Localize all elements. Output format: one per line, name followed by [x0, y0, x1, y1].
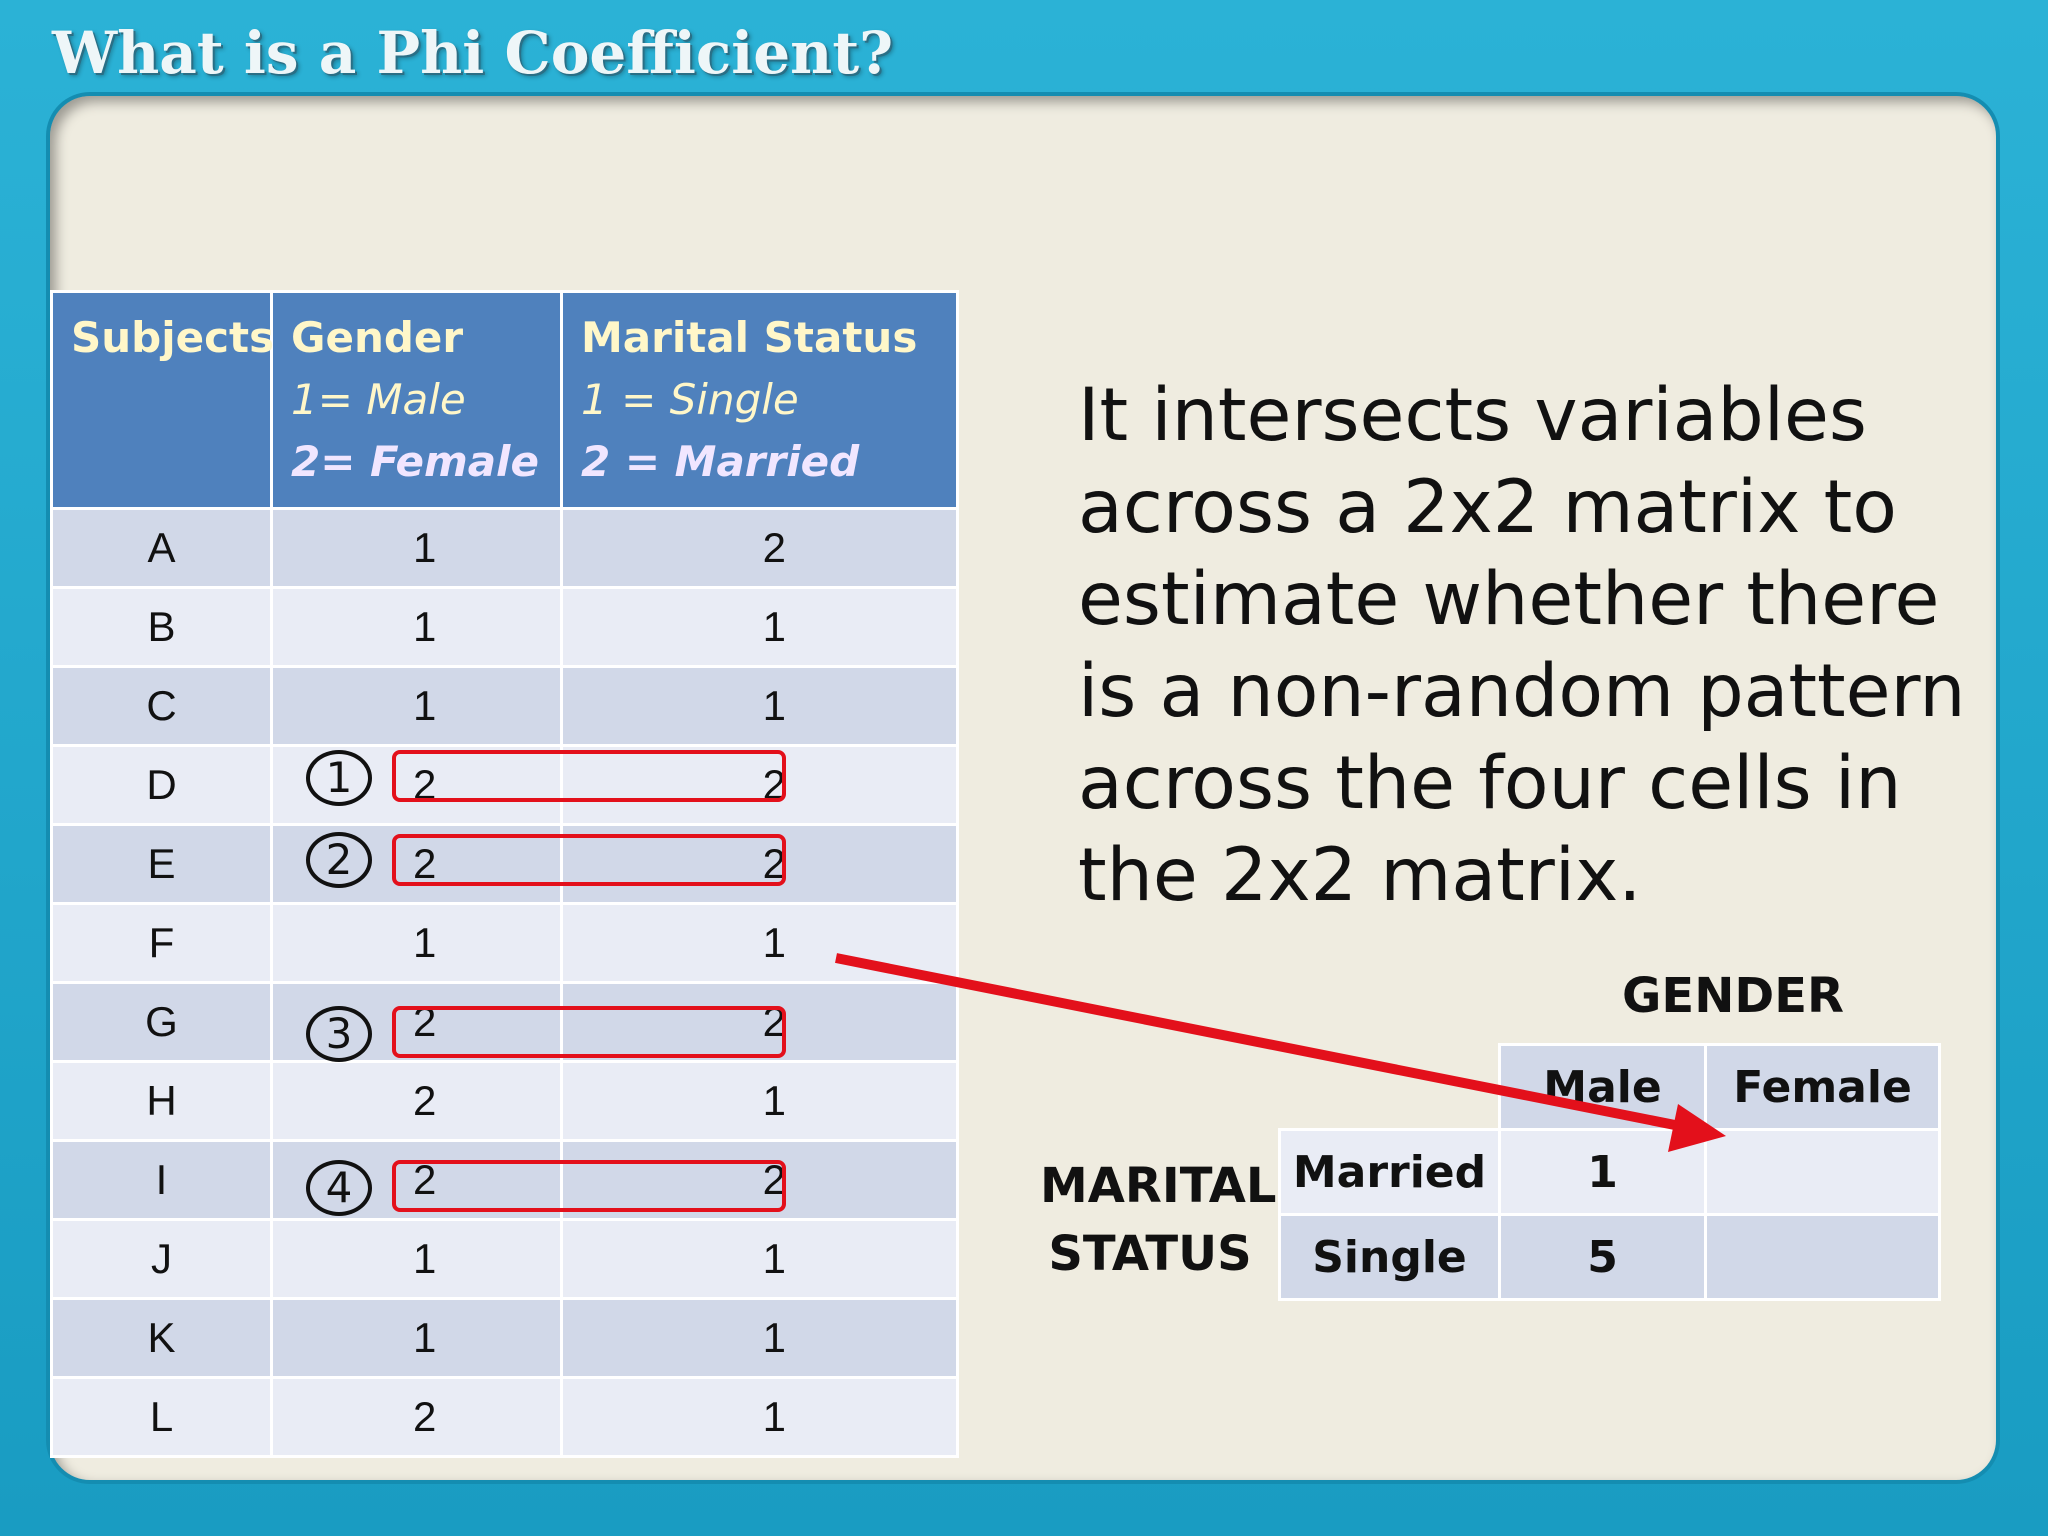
gender-code-male: 1= Male	[291, 375, 466, 424]
marital-status-cell: 1	[560, 1297, 959, 1379]
marital-status-cell: 1	[560, 1218, 959, 1300]
gender-cell: 2	[270, 1376, 563, 1458]
header-subjects: Subjects	[50, 290, 274, 510]
marker-circle-3: 3	[306, 1006, 372, 1062]
subject-cell: J	[50, 1218, 273, 1300]
contingency-matrix: Male Female Married 1 Single 5	[1278, 1043, 1941, 1301]
marital-status-cell: 2	[560, 1139, 959, 1221]
subject-cell: K	[50, 1297, 273, 1379]
marital-status-cell: 1	[560, 1060, 959, 1142]
marital-status-cell: 2	[560, 507, 959, 589]
matrix-col-male: Male	[1498, 1043, 1707, 1131]
subject-cell: A	[50, 507, 273, 589]
matrix-row-single: Single 5	[1278, 1213, 1941, 1301]
header-gender: Gender 1= Male 2= Female	[270, 290, 563, 510]
matrix-header-row: Male Female	[1280, 1043, 1941, 1131]
highlight-box-row-i	[392, 1160, 786, 1212]
gender-code-female: 2= Female	[291, 437, 539, 486]
subject-cell: I	[50, 1139, 273, 1221]
marker-circle-1: 1	[306, 750, 372, 806]
highlight-box-row-d	[392, 750, 786, 802]
highlight-box-row-e	[392, 834, 786, 886]
matrix-cell-single-female	[1704, 1213, 1941, 1301]
subject-cell: D	[50, 744, 273, 826]
gender-cell: 1	[270, 1218, 563, 1300]
marital-status-cell: 1	[560, 902, 959, 984]
subject-cell: H	[50, 1060, 273, 1142]
subject-cell: C	[50, 665, 273, 747]
gender-cell: 1	[270, 902, 563, 984]
highlight-box-row-g	[392, 1006, 786, 1058]
marital-code-married: 2 = Married	[581, 437, 860, 486]
matrix-row-label-married: Married	[1278, 1128, 1501, 1216]
subject-cell: G	[50, 981, 273, 1063]
matrix-col-female: Female	[1704, 1043, 1941, 1131]
header-marital-status: Marital Status 1 = Single 2 = Married	[560, 290, 959, 510]
matrix-gender-label: GENDER	[1622, 968, 1844, 1024]
marital-status-cell: 1	[560, 665, 959, 747]
matrix-cell-married-female	[1704, 1128, 1941, 1216]
matrix-row-label-single: Single	[1278, 1213, 1501, 1301]
subject-cell: L	[50, 1376, 273, 1458]
marker-circle-4: 4	[306, 1160, 372, 1216]
matrix-row-married: Married 1	[1278, 1128, 1941, 1216]
matrix-cell-single-male: 5	[1498, 1213, 1707, 1301]
gender-cell: 2	[270, 1060, 563, 1142]
explanation-text: It intersects variables across a 2x2 mat…	[1078, 373, 1966, 918]
matrix-cell-married-male: 1	[1498, 1128, 1707, 1216]
subject-cell: E	[50, 823, 273, 905]
data-table: Subjects Gender 1= Male 2= Female Marita…	[50, 290, 959, 1458]
subject-cell: F	[50, 902, 273, 984]
matrix-marital-status-label: MARITAL STATUS	[1040, 1158, 1277, 1282]
marital-code-single: 1 = Single	[581, 375, 799, 424]
subject-cell: B	[50, 586, 273, 668]
gender-cell: 1	[270, 507, 563, 589]
marital-status-cell: 1	[560, 586, 959, 668]
gender-cell: 1	[270, 1297, 563, 1379]
marker-circle-2: 2	[306, 832, 372, 888]
table-header-row: Subjects Gender 1= Male 2= Female Marita…	[50, 290, 959, 510]
gender-cell: 1	[270, 665, 563, 747]
gender-cell: 1	[270, 586, 563, 668]
marital-status-cell: 1	[560, 1376, 959, 1458]
slide-title: What is a Phi Coefficient?	[52, 19, 894, 87]
marital-status-cell: 2	[560, 744, 959, 826]
